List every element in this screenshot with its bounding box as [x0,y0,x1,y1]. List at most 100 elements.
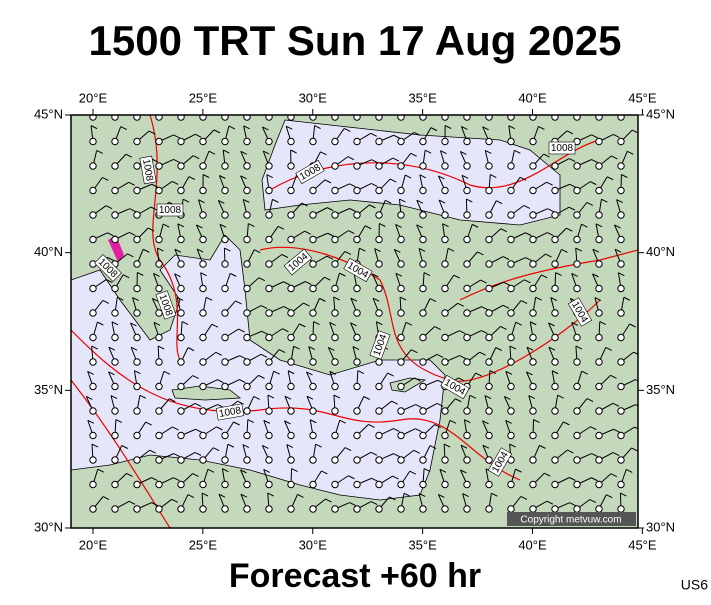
barb-station [310,383,316,389]
barb-station [398,383,404,389]
barb-station [596,138,602,144]
barb-station [90,408,96,414]
barb-station [464,457,470,463]
barb-flag [393,110,399,113]
barb-station [376,187,382,193]
barb-station [134,408,140,414]
barb-station [134,457,140,463]
barb-station [200,334,206,340]
barb-station [288,138,294,144]
barb-station [574,481,580,487]
barb-station [420,457,426,463]
barb-station [156,383,162,389]
barb-station [618,187,624,193]
barb-station [530,457,536,463]
barb-station [200,138,206,144]
barb-station [530,261,536,267]
barb-station [266,457,272,463]
barb-station [134,310,140,316]
barb-station [486,457,492,463]
barb-station [398,481,404,487]
barb-station [552,359,558,365]
barb-station [464,310,470,316]
barb-station [618,432,624,438]
barb-station [618,163,624,169]
barb-station [112,408,118,414]
barb-station [398,163,404,169]
barb-station [332,187,338,193]
barb-station [376,285,382,291]
barb-station [376,138,382,144]
barb-station [442,138,448,144]
barb-station [398,359,404,365]
barb-station [508,236,514,242]
barb-station [266,212,272,218]
barb-station [508,261,514,267]
barb-station [420,261,426,267]
barb-station [552,506,558,512]
barb-station [200,457,206,463]
barb-station [288,310,294,316]
barb-station [486,408,492,414]
barb-station [530,187,536,193]
barb-station [244,285,250,291]
barb-station [90,334,96,340]
barb-station [134,163,140,169]
barb-station [134,261,140,267]
barb-station [552,334,558,340]
barb-station [552,236,558,242]
barb-flag [172,108,178,111]
barb-station [200,432,206,438]
lat-label: 40°N [646,244,675,259]
barb-station [222,212,228,218]
barb-station [420,359,426,365]
barb-station [156,408,162,414]
barb-station [222,285,228,291]
barb-station [442,236,448,242]
barb-station [156,457,162,463]
barb-station [486,334,492,340]
barb-station [178,506,184,512]
barb-flag [249,101,255,104]
barb-station [266,481,272,487]
barb-station [354,408,360,414]
barb-station [530,236,536,242]
barb-station [442,212,448,218]
forecast-label: Forecast +60 hr [229,557,481,595]
barb-station [222,236,228,242]
barb-station [288,506,294,512]
barb-station [508,432,514,438]
barb-station [398,285,404,291]
barb-station [420,432,426,438]
barb-station [486,261,492,267]
barb-station [332,383,338,389]
barb-station [596,285,602,291]
barb-station [354,432,360,438]
barb-station [288,457,294,463]
barb-station [442,187,448,193]
barb-station [398,506,404,512]
barb-station [464,212,470,218]
barb-station [552,285,558,291]
barb-station [156,310,162,316]
barb-station [178,334,184,340]
barb-station [486,285,492,291]
barb-station [376,359,382,365]
barb-station [442,481,448,487]
barb-station [442,334,448,340]
lon-label: 45°E [628,537,657,552]
barb-station [332,408,338,414]
barb-station [112,383,118,389]
barb-station [464,408,470,414]
barb-station [574,285,580,291]
barb-station [244,212,250,218]
barb-station [596,432,602,438]
barb-station [134,359,140,365]
barb-station [486,310,492,316]
barb-station [266,383,272,389]
barb-station [112,236,118,242]
barb-station [178,236,184,242]
barb-station [156,506,162,512]
barb-station [332,310,338,316]
